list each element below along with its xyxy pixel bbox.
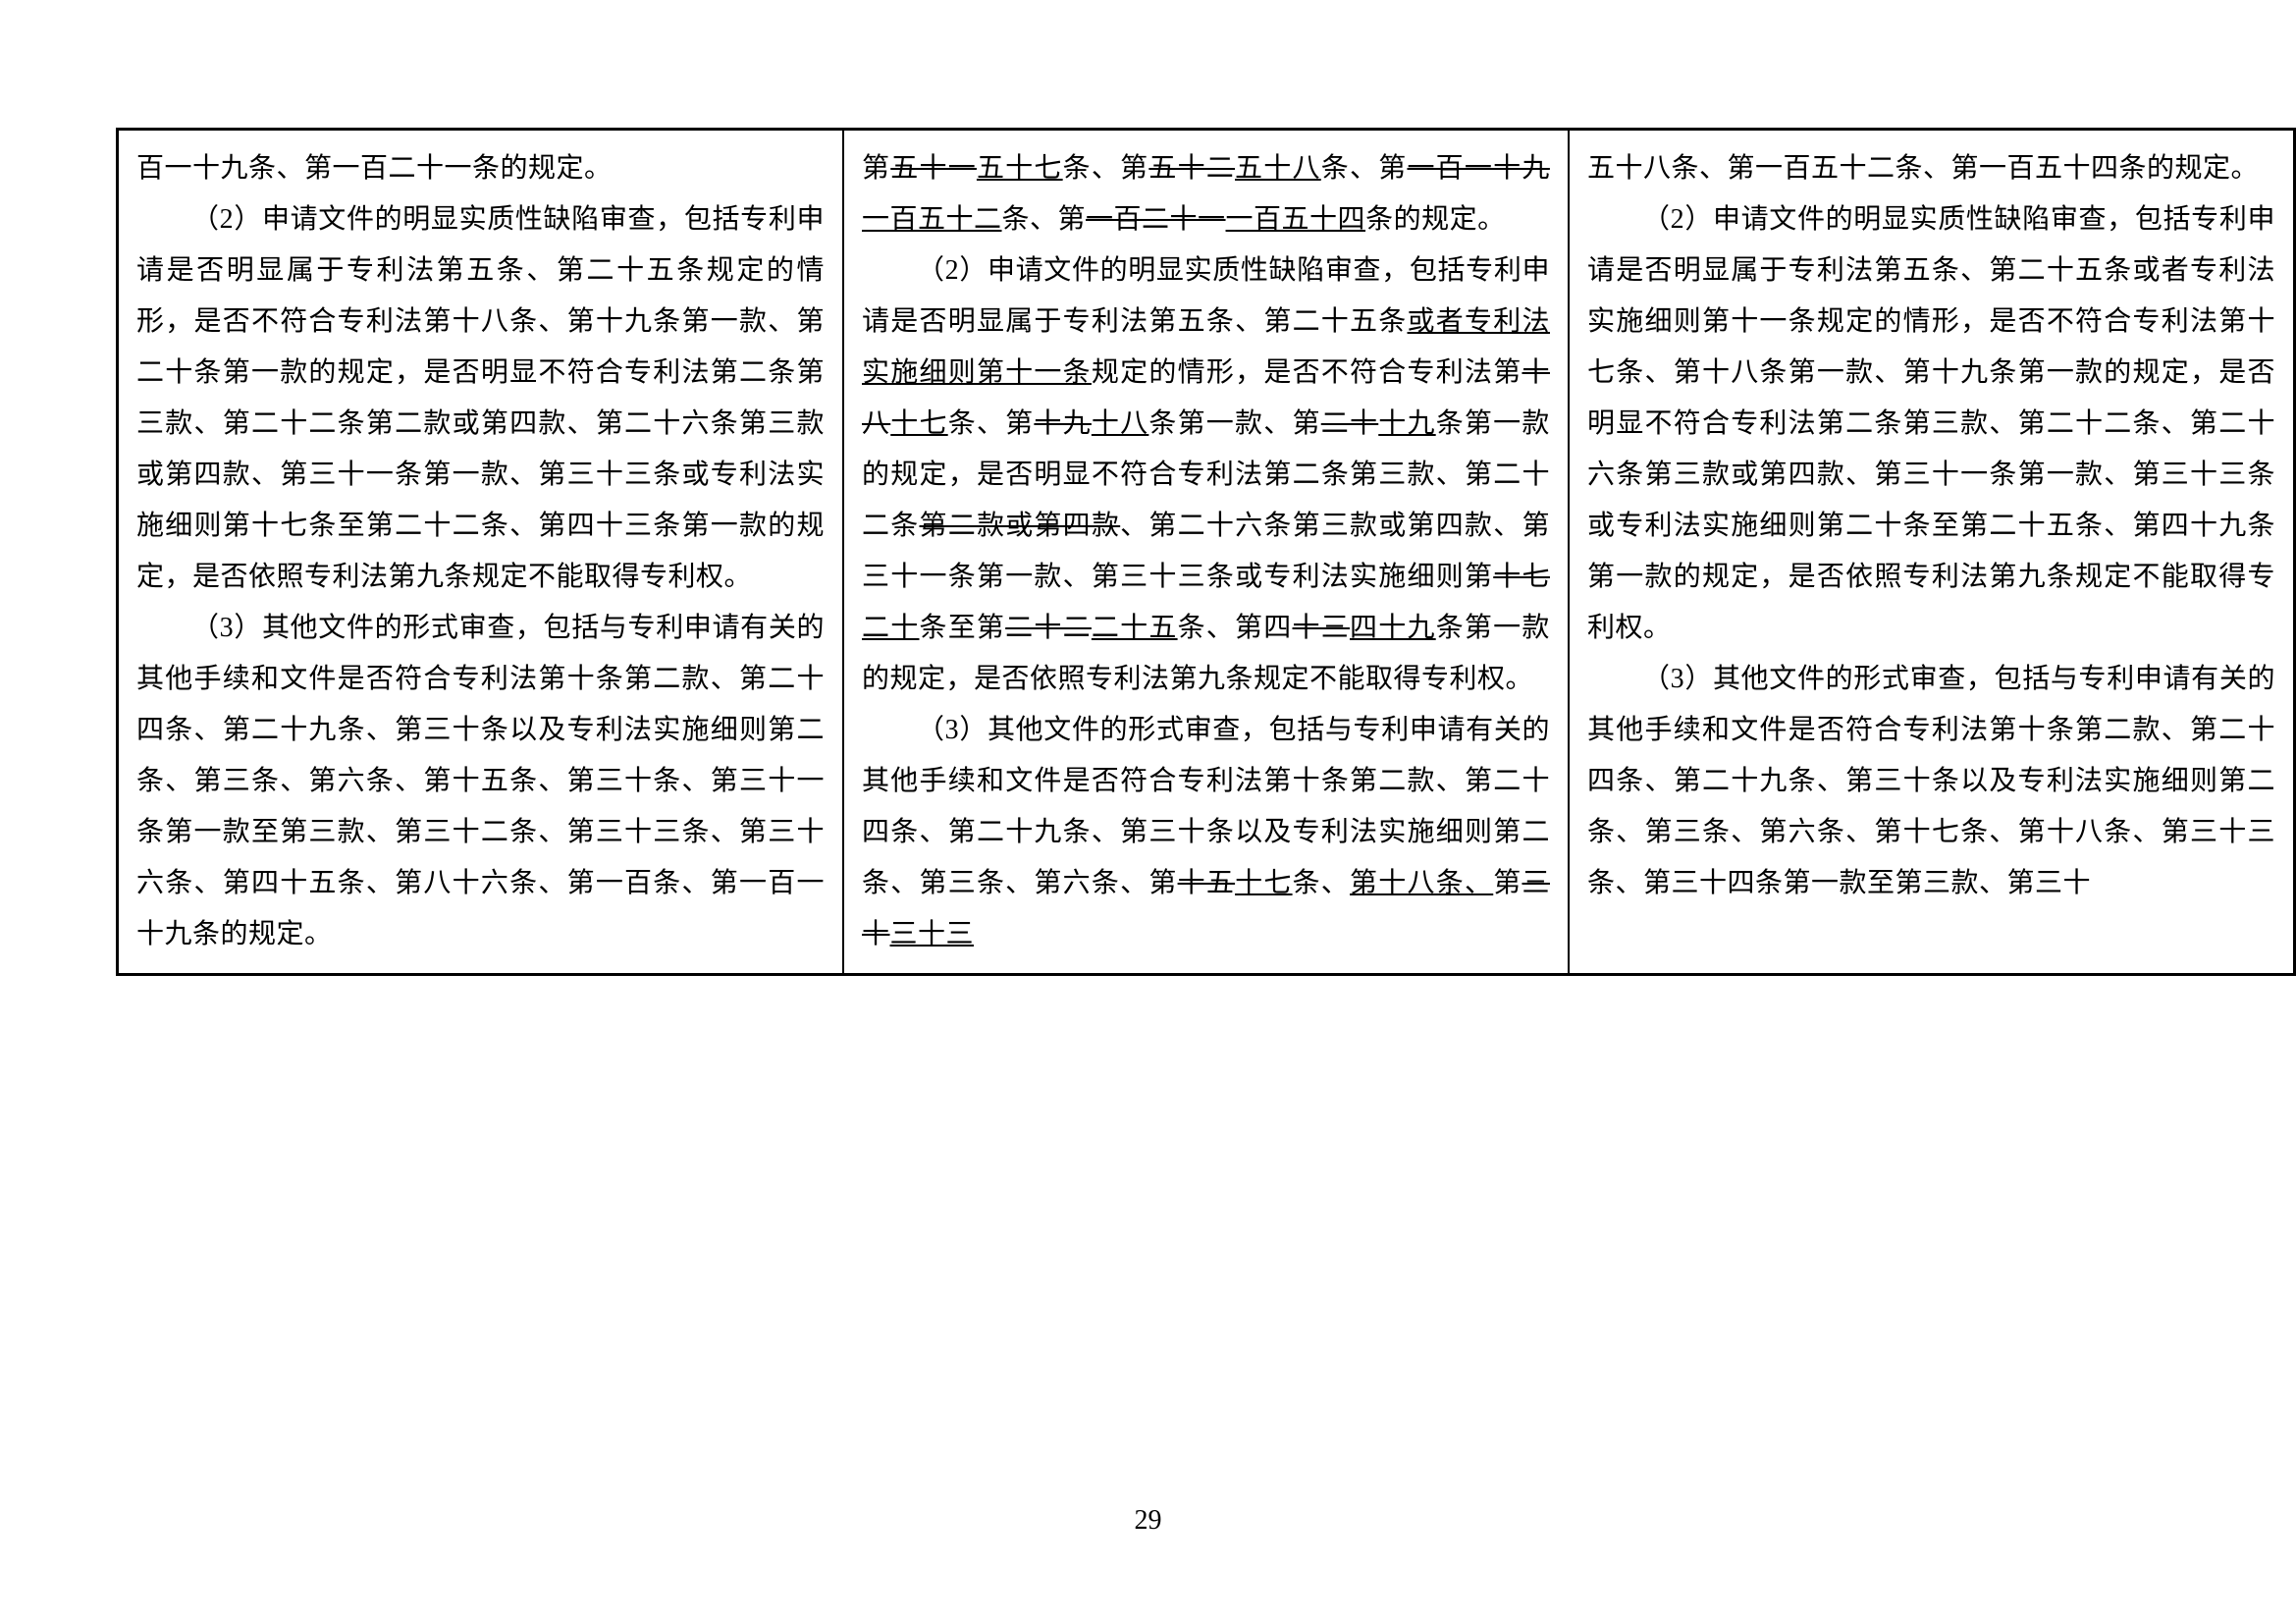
t: 条第一款、第 <box>1148 408 1320 439</box>
col3-p1: 五十八条、第一百五十二条、第一百五十四条的规定。 <box>1587 143 2275 194</box>
inserted-text: 二十 <box>862 613 919 643</box>
inserted-text: 三十三 <box>890 919 975 949</box>
struck-text: 十七 <box>1493 562 1550 592</box>
t: 第 <box>1493 868 1522 898</box>
inserted-text: 十七 <box>1235 868 1292 898</box>
col1-p3: （3）其他文件的形式审查，包括与专利申请有关的其他手续和文件是否符合专利法第十条… <box>136 603 825 960</box>
struck-text: 一百二十一 <box>1086 204 1226 235</box>
t: 条的规定。 <box>1365 204 1506 235</box>
comparison-table: 百一十九条、第一百二十一条的规定。 （2）申请文件的明显实质性缺陷审查，包括专利… <box>116 128 2296 976</box>
col3-p3: （3）其他文件的形式审查，包括与专利申请有关的其他手续和文件是否符合专利法第十条… <box>1587 654 2275 909</box>
inserted-text: 十八 <box>1092 408 1148 439</box>
t: 条、第 <box>1002 204 1087 235</box>
inserted-text: 五十七 <box>977 153 1063 184</box>
col3-body: 五十八条、第一百五十二条、第一百五十四条的规定。 （2）申请文件的明显实质性缺陷… <box>1587 143 2275 909</box>
inserted-text: 四十九 <box>1350 613 1436 643</box>
inserted-text: 十七 <box>890 408 947 439</box>
table-row: 百一十九条、第一百二十一条的规定。 （2）申请文件的明显实质性缺陷审查，包括专利… <box>118 130 2295 975</box>
page-number: 29 <box>0 1505 2296 1537</box>
column-1: 百一十九条、第一百二十一条的规定。 （2）申请文件的明显实质性缺陷审查，包括专利… <box>118 130 844 975</box>
inserted-text: 一百五十四 <box>1226 204 1366 235</box>
t: 第 <box>862 153 890 184</box>
struck-text: 五十二 <box>1148 153 1235 184</box>
t: 条、第四 <box>1178 613 1293 643</box>
t: 条、 <box>1293 868 1350 898</box>
col3-p2: （2）申请文件的明显实质性缺陷审查，包括专利申请是否明显属于专利法第五条、第二十… <box>1587 194 2275 654</box>
column-3: 五十八条、第一百五十二条、第一百五十四条的规定。 （2）申请文件的明显实质性缺陷… <box>1569 130 2295 975</box>
col2-p2: （2）申请文件的明显实质性缺陷审查，包括专利申请是否明显属于专利法第五条、第二十… <box>862 245 1550 705</box>
struck-text: 十九 <box>1034 408 1091 439</box>
struck-text: 十三 <box>1293 613 1350 643</box>
col1-p2: （2）申请文件的明显实质性缺陷审查，包括专利申请是否明显属于专利法第五条、第二十… <box>136 194 825 603</box>
col2-p1: 第五十一五十七条、第五十二五十八条、第一百一十九一百五十二条、第一百二十一一百五… <box>862 143 1550 245</box>
inserted-text: 第十八条、 <box>1350 868 1493 898</box>
column-2: 第五十一五十七条、第五十二五十八条、第一百一十九一百五十二条、第一百二十一一百五… <box>843 130 1569 975</box>
t: 条至第 <box>919 613 1005 643</box>
struck-text: 一百一十九 <box>1407 153 1549 184</box>
t: 规定的情形，是否不符合专利法第 <box>1092 357 1522 388</box>
col2-p3: （3）其他文件的形式审查，包括与专利申请有关的其他手续和文件是否符合专利法第十条… <box>862 705 1550 960</box>
col2-body: 第五十一五十七条、第五十二五十八条、第一百一十九一百五十二条、第一百二十一一百五… <box>862 143 1550 960</box>
t: 条、第 <box>948 408 1035 439</box>
struck-text: 五十一 <box>890 153 977 184</box>
inserted-text: 一百五十二 <box>862 204 1002 235</box>
col1-body: 百一十九条、第一百二十一条的规定。 （2）申请文件的明显实质性缺陷审查，包括专利… <box>136 143 825 960</box>
inserted-text: 二十五 <box>1092 613 1178 643</box>
page: 百一十九条、第一百二十一条的规定。 （2）申请文件的明显实质性缺陷审查，包括专利… <box>0 0 2296 1623</box>
struck-text: 十五 <box>1178 868 1235 898</box>
struck-text: 二十二 <box>1005 613 1092 643</box>
t: 条、第 <box>1321 153 1408 184</box>
col1-p1: 百一十九条、第一百二十一条的规定。 <box>136 143 825 194</box>
struck-text: 第二款或第四款 <box>919 511 1120 541</box>
inserted-text: 五十八 <box>1235 153 1321 184</box>
t: 条、第 <box>1063 153 1149 184</box>
inserted-text: 十九 <box>1378 408 1435 439</box>
struck-text: 二十 <box>1321 408 1378 439</box>
